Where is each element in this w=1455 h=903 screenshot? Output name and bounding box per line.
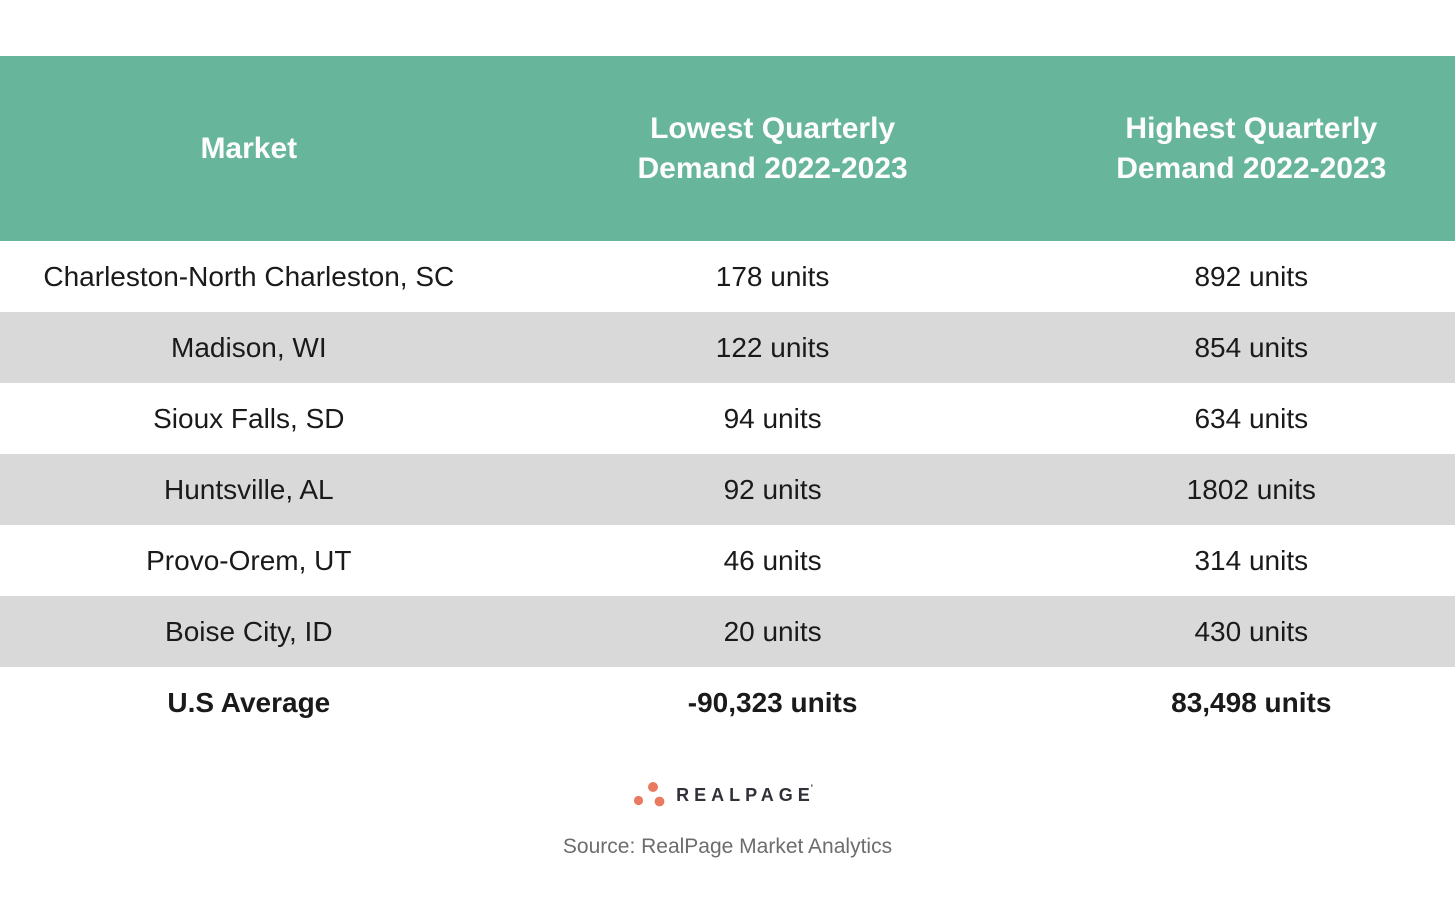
market-cell: Sioux Falls, SD: [153, 402, 345, 434]
trademark-mark: ': [810, 782, 818, 793]
source-attribution: Source: RealPage Market Analytics: [562, 835, 893, 858]
lowest-demand-cell: 92 units: [723, 473, 822, 505]
lowest-demand-cell: 122 units: [715, 331, 830, 363]
table-header-row: Market Lowest Quarterly Demand 2022-2023…: [0, 56, 1455, 241]
realpage-wordmark-text: REALPAGE: [676, 784, 815, 805]
lowest-demand-cell: 46 units: [723, 544, 822, 576]
highest-demand-cell: 314 units: [1194, 544, 1309, 576]
realpage-wordmark: REALPAGE': [676, 782, 822, 805]
table-body: Charleston-North Charleston, SC 178 unit…: [0, 241, 1455, 738]
lowest-demand-cell: 178 units: [715, 260, 830, 292]
table-row: Boise City, ID 20 units 430 units: [0, 596, 1455, 667]
market-cell: Boise City, ID: [165, 615, 333, 647]
market-cell: Madison, WI: [171, 331, 327, 363]
highest-demand-cell: 430 units: [1194, 615, 1309, 647]
column-header-lowest-demand: Lowest Quarterly Demand 2022-2023: [637, 111, 908, 185]
lowest-demand-cell: 94 units: [723, 402, 822, 434]
market-cell: U.S Average: [167, 686, 331, 718]
column-header-market: Market: [200, 131, 298, 165]
lowest-demand-cell: 20 units: [723, 615, 822, 647]
table-row: Charleston-North Charleston, SC 178 unit…: [0, 241, 1455, 312]
market-cell: Charleston-North Charleston, SC: [43, 260, 455, 292]
demand-table: Market Lowest Quarterly Demand 2022-2023…: [0, 56, 1455, 738]
column-header-highest-demand: Highest Quarterly Demand 2022-2023: [1116, 111, 1387, 185]
lowest-demand-cell: -90,323 units: [687, 686, 858, 718]
table-row-us-average: U.S Average -90,323 units 83,498 units: [0, 667, 1455, 738]
realpage-dots-icon: [633, 782, 665, 807]
highest-demand-cell: 634 units: [1194, 402, 1309, 434]
table-row: Provo-Orem, UT 46 units 314 units: [0, 525, 1455, 596]
highest-demand-cell: 892 units: [1194, 260, 1309, 292]
realpage-logo: REALPAGE': [0, 779, 1455, 808]
table-row: Madison, WI 122 units 854 units: [0, 312, 1455, 383]
market-cell: Huntsville, AL: [163, 473, 334, 505]
table-row: Huntsville, AL 92 units 1802 units: [0, 454, 1455, 525]
highest-demand-cell: 854 units: [1194, 331, 1309, 363]
market-cell: Provo-Orem, UT: [146, 544, 352, 576]
table-row: Sioux Falls, SD 94 units 634 units: [0, 383, 1455, 454]
highest-demand-cell: 1802 units: [1186, 473, 1316, 505]
highest-demand-cell: 83,498 units: [1171, 686, 1332, 718]
